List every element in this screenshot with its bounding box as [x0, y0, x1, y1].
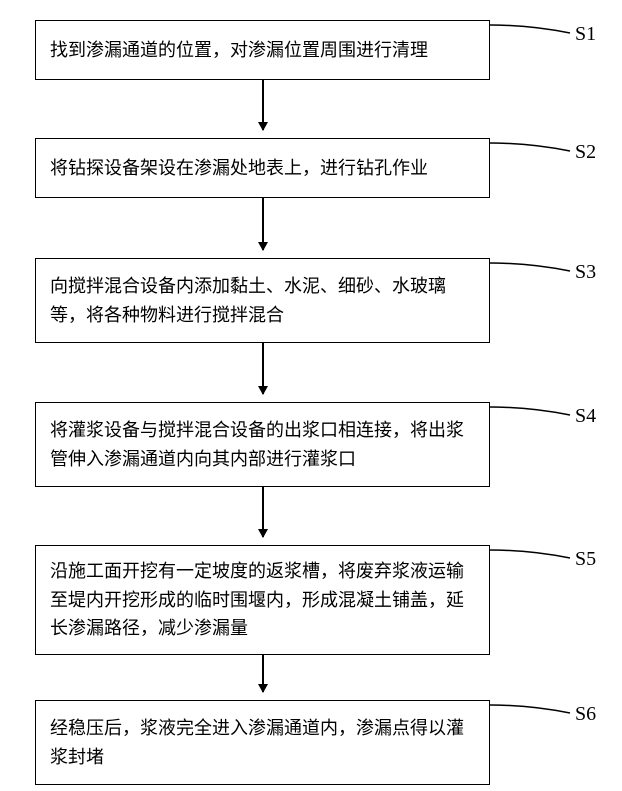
step-box-s3: 向搅拌混合设备内添加黏土、水泥、细砂、水玻璃等，将各种物料进行搅拌混合: [35, 258, 490, 343]
step-box-s4: 将灌浆设备与搅拌混合设备的出浆口相连接，将出浆管伸入渗漏通道内向其内部进行灌浆口: [35, 402, 490, 487]
step-label-s5: S5: [575, 548, 596, 571]
arrow-2-3: [262, 198, 264, 250]
step-label-s2: S2: [575, 141, 596, 164]
step-box-s5: 沿施工面开挖有一定坡度的返浆槽，将废弃浆液运输至堤内开挖形成的临时围堰内，形成混…: [35, 545, 490, 655]
step-text-s5: 沿施工面开挖有一定坡度的返浆槽，将废弃浆液运输至堤内开挖形成的临时围堰内，形成混…: [50, 557, 475, 643]
flowchart-container: 找到渗漏通道的位置，对渗漏位置周围进行清理 将钻探设备架设在渗漏处地表上，进行钻…: [0, 0, 622, 791]
step-label-s4: S4: [575, 405, 596, 428]
step-text-s2: 将钻探设备架设在渗漏处地表上，进行钻孔作业: [50, 154, 428, 183]
arrow-4-5: [262, 487, 264, 537]
step-text-s3: 向搅拌混合设备内添加黏土、水泥、细砂、水玻璃等，将各种物料进行搅拌混合: [50, 272, 475, 330]
step-text-s4: 将灌浆设备与搅拌混合设备的出浆口相连接，将出浆管伸入渗漏通道内向其内部进行灌浆口: [50, 416, 475, 474]
step-box-s6: 经稳压后，浆液完全进入渗漏通道内，渗漏点得以灌浆封堵: [35, 700, 490, 785]
step-box-s1: 找到渗漏通道的位置，对渗漏位置周围进行清理: [35, 20, 490, 80]
arrow-1-2: [262, 80, 264, 130]
step-label-s1: S1: [575, 23, 596, 46]
step-box-s2: 将钻探设备架设在渗漏处地表上，进行钻孔作业: [35, 138, 490, 198]
connector-svg: [0, 0, 622, 791]
arrow-3-4: [262, 343, 264, 394]
arrow-5-6: [262, 655, 264, 692]
step-text-s1: 找到渗漏通道的位置，对渗漏位置周围进行清理: [50, 36, 428, 65]
step-label-s3: S3: [575, 261, 596, 284]
step-label-s6: S6: [575, 703, 596, 726]
step-text-s6: 经稳压后，浆液完全进入渗漏通道内，渗漏点得以灌浆封堵: [50, 714, 475, 772]
